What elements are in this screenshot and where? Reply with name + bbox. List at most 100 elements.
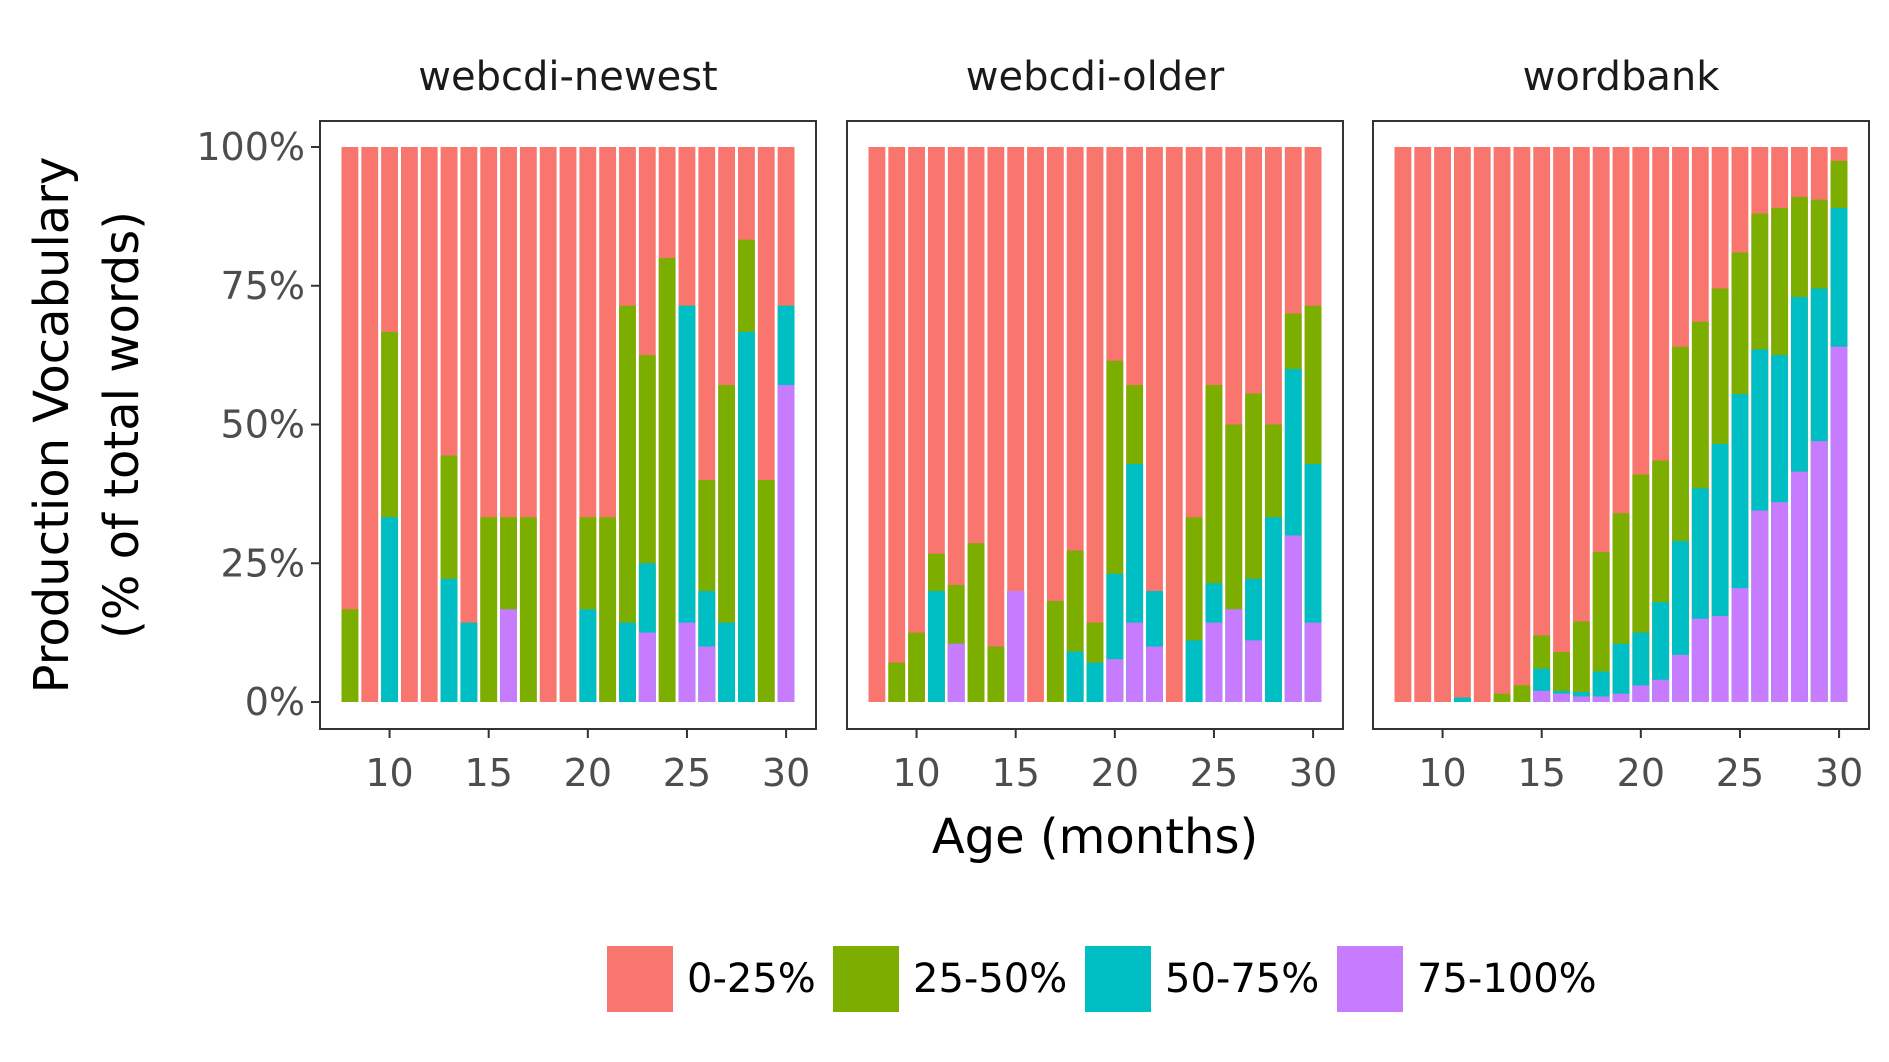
y-axis-title-line2: (% of total words) xyxy=(94,211,150,639)
bar-wordbank-age-11-50-75% xyxy=(1453,697,1471,702)
bar-webcdi-older-age-27-75-100% xyxy=(1245,640,1263,702)
bar-webcdi-newest-age-27-50-75% xyxy=(718,622,736,702)
bar-wordbank-age-23-75-100% xyxy=(1691,618,1709,702)
bar-wordbank-age-14-25-50% xyxy=(1513,685,1531,702)
bar-webcdi-newest-age-17-25-50% xyxy=(519,517,537,702)
bar-webcdi-older-age-16-0-25% xyxy=(1027,147,1044,702)
bar-webcdi-newest-age-14-0-25% xyxy=(460,147,478,702)
bar-wordbank-age-28-75-100% xyxy=(1791,471,1808,702)
bar-webcdi-older-age-30-75-100% xyxy=(1304,622,1322,702)
bar-webcdi-older-age-10-0-25% xyxy=(908,147,925,702)
bar-wordbank-age-29-75-100% xyxy=(1810,441,1828,702)
y-tick-label-4: 100% xyxy=(196,125,305,169)
bar-webcdi-older-age-14-25-50% xyxy=(987,646,1005,702)
bar-wordbank-age-16-75-100% xyxy=(1553,693,1570,702)
bar-webcdi-older-age-17-25-50% xyxy=(1046,600,1064,702)
x-tick-label-webcdi-newest-30: 30 xyxy=(762,751,810,795)
bar-webcdi-newest-age-9-0-25% xyxy=(361,147,379,702)
panel-title-webcdi-newest: webcdi-newest xyxy=(418,54,717,100)
bar-webcdi-older-age-25-75-100% xyxy=(1205,622,1223,702)
bar-webcdi-newest-age-13-50-75% xyxy=(440,578,458,702)
x-tick-label-webcdi-older-30: 30 xyxy=(1289,751,1337,795)
x-tick-label-wordbank-25: 25 xyxy=(1716,751,1764,795)
x-tick-label-webcdi-newest-20: 20 xyxy=(564,751,612,795)
bar-webcdi-older-age-14-0-25% xyxy=(987,147,1005,702)
bar-webcdi-newest-age-22-25-50% xyxy=(619,305,636,702)
bar-webcdi-newest-age-12-0-25% xyxy=(420,147,438,702)
x-tick-label-webcdi-older-25: 25 xyxy=(1190,751,1238,795)
bar-wordbank-age-15-0-25% xyxy=(1533,147,1551,702)
bar-webcdi-older-age-12-75-100% xyxy=(947,643,965,702)
bar-wordbank-age-30-75-100% xyxy=(1830,346,1848,702)
bar-webcdi-newest-age-25-50-75% xyxy=(678,305,696,702)
x-tick-label-webcdi-older-10: 10 xyxy=(892,751,940,795)
bar-wordbank-age-18-25-50% xyxy=(1592,552,1610,702)
bar-webcdi-older-age-19-50-75% xyxy=(1086,662,1104,702)
bar-webcdi-older-age-29-75-100% xyxy=(1284,535,1302,702)
x-tick-label-webcdi-older-15: 15 xyxy=(992,751,1040,795)
y-tick-label-3: 75% xyxy=(221,264,305,308)
y-tick-label-1: 25% xyxy=(221,541,305,585)
bar-webcdi-newest-age-14-50-75% xyxy=(460,622,478,702)
bar-webcdi-older-age-17-0-25% xyxy=(1046,147,1064,702)
x-tick-label-webcdi-newest-15: 15 xyxy=(465,751,513,795)
legend-label-0-25%: 0-25% xyxy=(687,956,816,1002)
bar-webcdi-older-age-26-75-100% xyxy=(1225,609,1243,702)
y-tick-label-0: 0% xyxy=(245,680,305,724)
bar-webcdi-older-age-11-50-75% xyxy=(927,591,945,702)
bar-wordbank-age-16-0-25% xyxy=(1553,147,1570,702)
x-axis-title: Age (months) xyxy=(932,809,1258,865)
legend-label-25-50%: 25-50% xyxy=(913,956,1067,1002)
bar-webcdi-older-age-9-25-50% xyxy=(888,662,906,702)
bar-webcdi-newest-age-26-75-100% xyxy=(698,646,716,702)
bar-wordbank-age-10-0-25% xyxy=(1434,147,1451,702)
bar-wordbank-age-25-75-100% xyxy=(1731,588,1749,702)
bar-wordbank-age-24-75-100% xyxy=(1711,615,1729,702)
bar-wordbank-age-17-25-50% xyxy=(1572,621,1590,702)
bar-webcdi-newest-age-29-25-50% xyxy=(757,480,775,702)
bar-webcdi-newest-age-25-75-100% xyxy=(678,622,696,702)
x-tick-label-webcdi-newest-10: 10 xyxy=(365,751,413,795)
panel-title-webcdi-older: webcdi-older xyxy=(966,54,1225,100)
bar-wordbank-age-21-50-75% xyxy=(1652,602,1670,702)
bar-webcdi-older-age-22-0-25% xyxy=(1146,147,1163,702)
bar-webcdi-older-age-15-0-25% xyxy=(1007,147,1025,702)
bar-webcdi-newest-age-19-0-25% xyxy=(559,147,577,702)
bar-wordbank-age-12-0-25% xyxy=(1473,147,1491,702)
x-tick-label-wordbank-10: 10 xyxy=(1418,751,1466,795)
bar-wordbank-age-11-0-25% xyxy=(1453,147,1471,702)
x-tick-label-webcdi-newest-25: 25 xyxy=(663,751,711,795)
bar-webcdi-older-age-19-0-25% xyxy=(1086,147,1104,702)
bar-webcdi-older-age-23-0-25% xyxy=(1165,147,1183,702)
bar-wordbank-age-17-0-25% xyxy=(1572,147,1590,702)
bar-webcdi-older-age-22-75-100% xyxy=(1146,646,1163,702)
x-tick-label-webcdi-older-20: 20 xyxy=(1091,751,1139,795)
panel-title-wordbank: wordbank xyxy=(1523,54,1721,100)
bar-webcdi-newest-age-15-25-50% xyxy=(480,517,498,702)
bar-wordbank-age-9-0-25% xyxy=(1414,147,1432,702)
bar-webcdi-older-age-8-0-25% xyxy=(868,147,886,702)
bar-webcdi-older-age-18-50-75% xyxy=(1066,651,1084,702)
legend-swatch-75-100% xyxy=(1337,946,1403,1012)
bar-wordbank-age-15-75-100% xyxy=(1533,690,1551,702)
bar-webcdi-newest-age-16-75-100% xyxy=(500,609,517,702)
y-axis-title-line1: Production Vocabulary xyxy=(24,157,80,694)
panel-border-wordbank xyxy=(1372,120,1870,730)
x-tick-label-wordbank-15: 15 xyxy=(1518,751,1566,795)
bar-webcdi-newest-age-11-0-25% xyxy=(400,147,418,702)
bar-wordbank-age-19-50-75% xyxy=(1612,643,1630,702)
bar-wordbank-age-27-75-100% xyxy=(1771,502,1789,702)
bar-wordbank-age-22-75-100% xyxy=(1672,654,1689,702)
bar-wordbank-age-16-25-50% xyxy=(1553,652,1570,702)
legend-label-75-100%: 75-100% xyxy=(1417,956,1597,1002)
bar-webcdi-newest-age-24-25-50% xyxy=(658,258,676,702)
bar-webcdi-newest-age-23-75-100% xyxy=(638,632,656,703)
y-tick-label-2: 50% xyxy=(221,403,305,447)
bar-webcdi-newest-age-18-0-25% xyxy=(539,147,557,702)
bar-wordbank-age-18-50-75% xyxy=(1592,671,1610,702)
legend-swatch-25-50% xyxy=(833,946,899,1012)
bar-webcdi-older-age-13-25-50% xyxy=(967,543,985,702)
bar-webcdi-older-age-24-50-75% xyxy=(1185,640,1203,702)
legend-swatch-50-75% xyxy=(1085,946,1151,1012)
x-tick-label-wordbank-20: 20 xyxy=(1617,751,1665,795)
